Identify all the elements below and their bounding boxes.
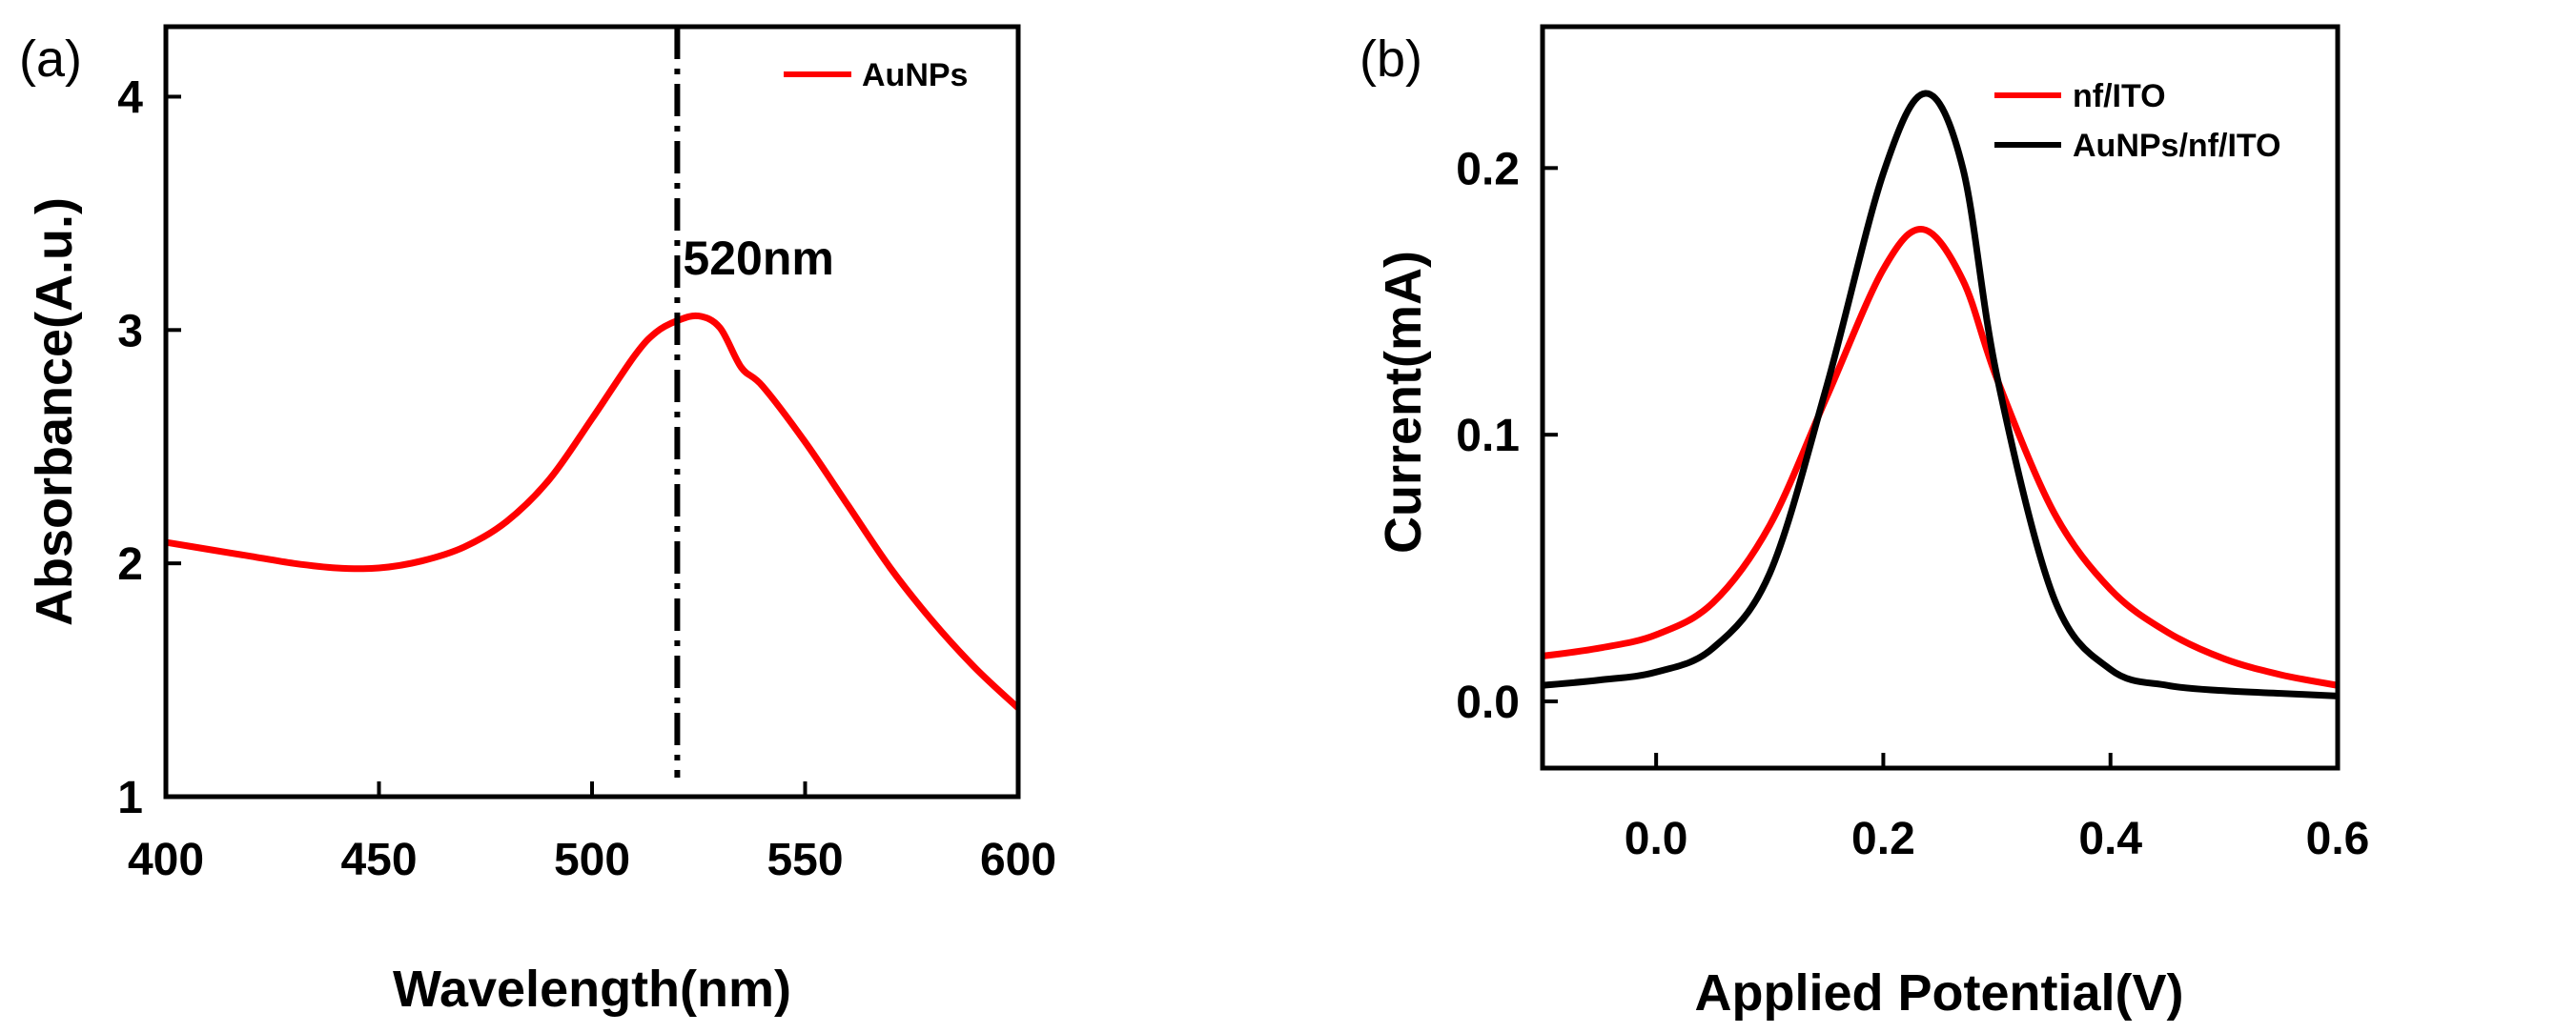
y-tick-label: 0.1 <box>1456 411 1520 461</box>
panel-b-legend-label-aunps-nf-ito: AuNPs/nf/ITO <box>2073 128 2281 164</box>
x-tick-label: 450 <box>340 835 417 885</box>
panel-b-label: (b) <box>1360 30 1422 88</box>
panel-b-series-layer <box>1542 90 2339 699</box>
panel-b-legend-label-nf-ito: nf/ITO <box>2073 78 2166 114</box>
panel-b-x-ticks: 0.0 0.2 0.4 0.6 <box>1625 753 2370 864</box>
panel-a-x-axis-title: Wavelength(nm) <box>393 961 791 1018</box>
panel-a-label: (a) <box>19 30 82 88</box>
x-tick-label: 0.2 <box>1851 814 1915 864</box>
y-tick-label: 1 <box>117 773 143 823</box>
panel-a-legend-label-aunps: AuNPs <box>862 57 968 93</box>
panel-a-plot-frame <box>163 24 1021 800</box>
panel-a-annotation-layer: 520nm <box>674 27 834 778</box>
panel-b-y-ticks: 0.0 0.1 0.2 <box>1456 144 1558 728</box>
annotation-label-520nm: 520nm <box>683 232 833 285</box>
series-line-aunps-nf-ito <box>1542 90 2339 699</box>
panel-b-plot-frame <box>1540 24 2341 771</box>
panel-a-x-ticks: 400 450 500 550 600 <box>128 781 1056 885</box>
panel-b-current-chart: (b) 0.0 0.2 0.4 0.6 0.0 0.1 0.2 nf/ITO AuNPs/… <box>1360 24 2370 1022</box>
x-tick-label: 500 <box>554 835 630 885</box>
panel-a-y-axis-title: Absorbance(A.u.) <box>26 197 83 626</box>
y-tick-label: 3 <box>117 306 143 356</box>
panel-a-legend: AuNPs <box>784 57 968 93</box>
panel-b-legend: nf/ITO AuNPs/nf/ITO <box>1994 78 2281 164</box>
x-tick-label: 600 <box>980 835 1056 885</box>
x-tick-label: 0.0 <box>1625 814 1688 864</box>
y-tick-label: 2 <box>117 539 143 590</box>
series-line-nf-ito <box>1542 226 2339 689</box>
panel-a-y-ticks: 1 2 3 4 <box>117 72 181 823</box>
y-tick-label: 0.2 <box>1456 144 1520 194</box>
x-tick-label: 400 <box>128 835 204 885</box>
panel-b-y-axis-title: Current(mA) <box>1375 251 1432 554</box>
y-tick-label: 0.0 <box>1456 678 1520 728</box>
series-line-aunps <box>165 312 1021 711</box>
x-tick-label: 550 <box>767 835 843 885</box>
x-tick-label: 0.6 <box>2306 814 2370 864</box>
panel-a-series-layer <box>165 312 1021 711</box>
x-tick-label: 0.4 <box>2078 814 2142 864</box>
panel-a-absorbance-chart: (a) 520nm 400 450 500 550 600 1 2 3 4 AuNPs Wav… <box>19 24 1056 1018</box>
y-tick-label: 4 <box>117 72 143 123</box>
panel-b-x-axis-title: Applied Potential(V) <box>1695 964 2184 1022</box>
